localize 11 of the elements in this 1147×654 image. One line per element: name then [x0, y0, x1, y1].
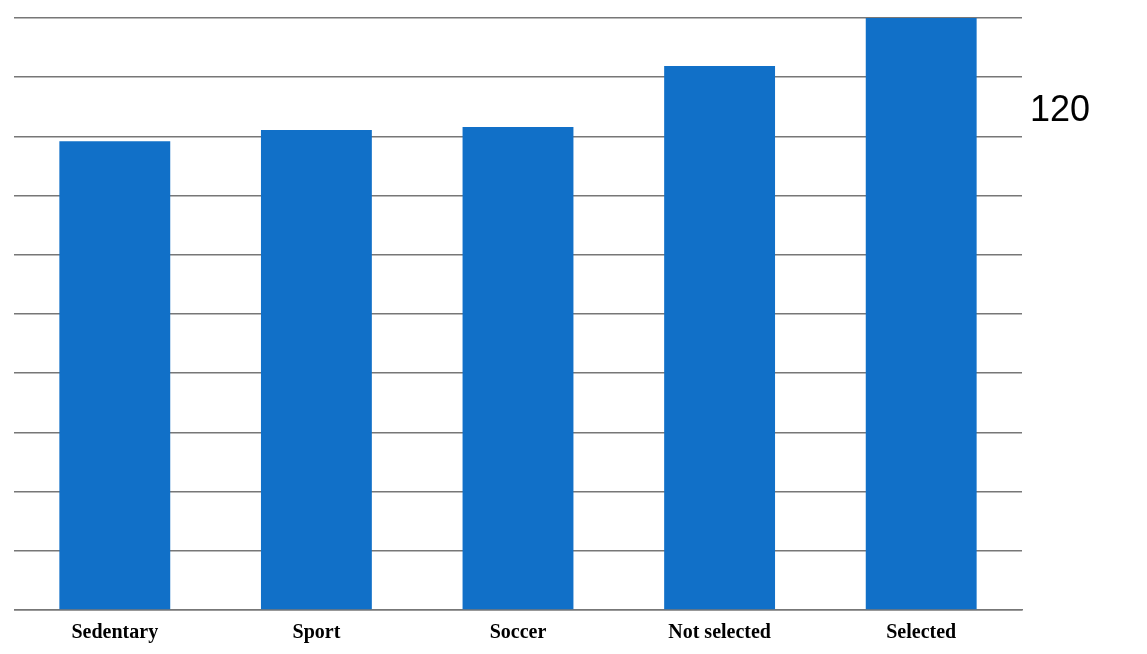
- text: 120: [1030, 88, 1091, 130]
- x-tick-label: Not selected: [668, 620, 771, 643]
- x-tick-label: Sedentary: [71, 620, 159, 644]
- bar: [664, 65, 776, 610]
- x-tick-label: Selected: [886, 620, 957, 643]
- x-tick-label: Soccer: [489, 620, 547, 643]
- bar: [462, 126, 574, 610]
- x-tick-label: Sport: [292, 620, 341, 644]
- bar: [59, 141, 171, 610]
- bar: [865, 18, 977, 610]
- bar: [260, 129, 372, 610]
